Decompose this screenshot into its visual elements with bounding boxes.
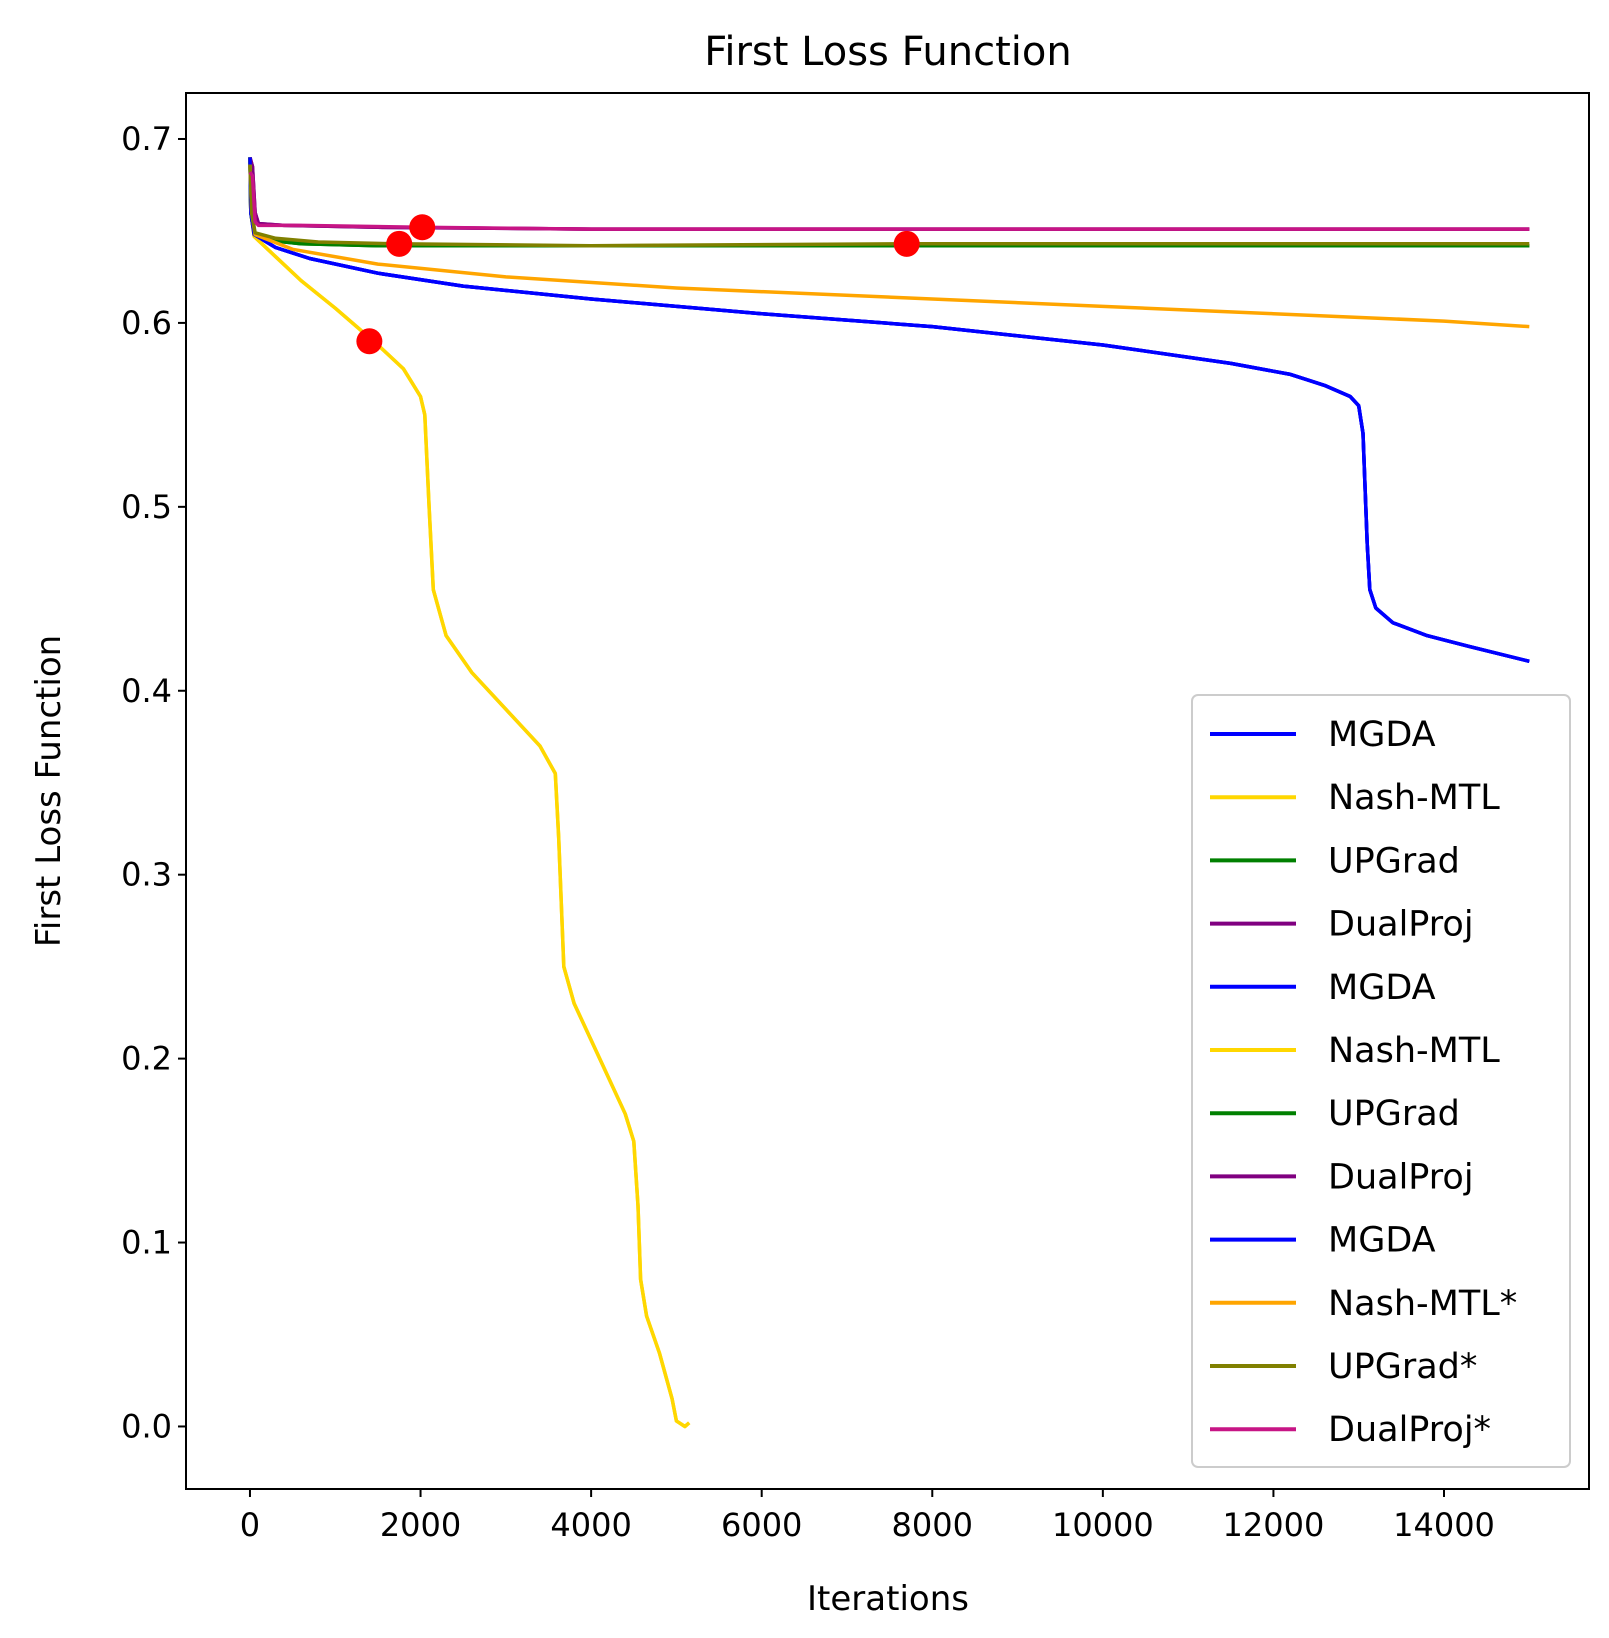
legend-label-1: Nash-MTL xyxy=(1328,778,1500,818)
y-tick-label-2: 0.2 xyxy=(121,1040,172,1078)
y-axis-label: First Loss Function xyxy=(29,635,69,947)
legend-label-5: Nash-MTL xyxy=(1328,1031,1500,1071)
legend-label-4: MGDA xyxy=(1328,968,1436,1008)
legend: MGDA Nash-MTL UPGrad DualProj MGDA Nash-MTL UP… xyxy=(1191,694,1571,1468)
x-tick-label-5: 10000 xyxy=(1052,1506,1154,1544)
series-line-5 xyxy=(248,157,691,1429)
x-tick-label-6: 12000 xyxy=(1223,1506,1325,1544)
x-axis: 0 2000 4000 6000 8000 10000 12000 14000 xyxy=(240,1489,1495,1544)
series-line-11 xyxy=(248,171,1530,231)
legend-label-2: UPGrad xyxy=(1328,841,1460,881)
y-tick-label-3: 0.3 xyxy=(121,856,172,894)
x-axis-label: Iterations xyxy=(807,1579,969,1619)
x-tick-label-1: 2000 xyxy=(380,1506,461,1544)
marker-point-1 xyxy=(386,230,413,257)
y-tick-label-1: 0.1 xyxy=(121,1224,172,1262)
marker-point-3 xyxy=(893,230,920,257)
series-layer xyxy=(248,156,1530,1429)
legend-label-0: MGDA xyxy=(1328,715,1436,755)
x-tick-label-4: 8000 xyxy=(892,1506,973,1544)
x-tick-label-3: 6000 xyxy=(721,1506,802,1544)
marker-layer xyxy=(356,214,920,355)
x-tick-label-2: 4000 xyxy=(550,1506,631,1544)
series-line-8 xyxy=(248,157,1530,663)
legend-label-6: UPGrad xyxy=(1328,1094,1460,1134)
x-tick-label-7: 14000 xyxy=(1393,1506,1495,1544)
plot-area-frame xyxy=(185,92,1590,1490)
marker-point-0 xyxy=(356,328,383,355)
legend-label-7: DualProj xyxy=(1328,1157,1474,1197)
y-tick-label-4: 0.4 xyxy=(121,672,172,710)
legend-label-3: DualProj xyxy=(1328,905,1474,945)
marker-point-2 xyxy=(409,214,436,241)
legend-label-9: Nash-MTL* xyxy=(1328,1284,1517,1324)
y-tick-label-5: 0.5 xyxy=(121,488,172,526)
y-tick-label-0: 0.0 xyxy=(121,1407,172,1445)
chart-title: First Loss Function xyxy=(704,29,1071,75)
legend-label-8: MGDA xyxy=(1328,1221,1436,1261)
y-tick-label-7: 0.7 xyxy=(121,120,172,158)
series-line-10 xyxy=(248,164,1530,248)
legend-label-10: UPGrad* xyxy=(1328,1347,1477,1387)
y-axis: 0.0 0.1 0.2 0.3 0.4 0.5 0.6 0.7 xyxy=(121,120,186,1445)
legend-box xyxy=(1191,694,1571,1468)
y-tick-label-6: 0.6 xyxy=(121,304,172,342)
x-tick-label-0: 0 xyxy=(240,1506,260,1544)
legend-label-11: DualProj* xyxy=(1328,1410,1491,1450)
